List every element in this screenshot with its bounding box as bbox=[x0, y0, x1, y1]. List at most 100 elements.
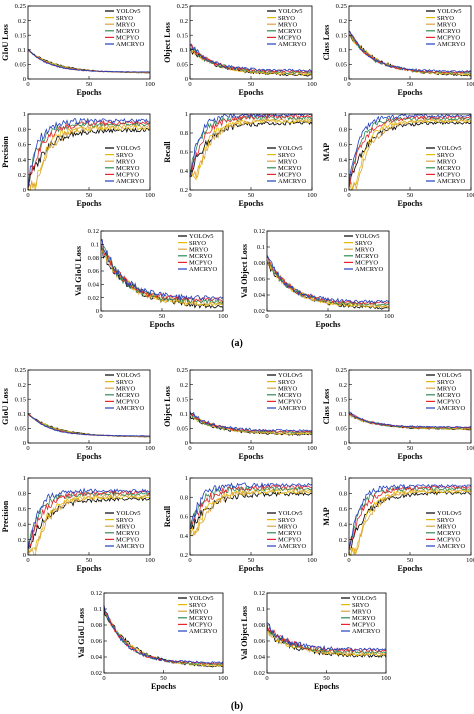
legend-label-amcryo: AMCRYO bbox=[116, 405, 144, 412]
series-line-mcryo bbox=[27, 121, 151, 188]
x-tick-label: 0 bbox=[188, 81, 191, 88]
y-tick-label: 0.08 bbox=[254, 260, 265, 267]
x-tick-label: 100 bbox=[384, 313, 394, 320]
x-tick-label: 0 bbox=[26, 445, 29, 452]
y-tick-label: 0.6 bbox=[18, 506, 27, 513]
series-line-yolov5 bbox=[189, 491, 313, 530]
y-axis-label: Precision bbox=[1, 136, 10, 168]
legend-label-mcpyo: MCPYO bbox=[116, 172, 139, 179]
legend-label-mryo: MRYO bbox=[116, 21, 135, 28]
y-tick-label: 0.1 bbox=[257, 606, 265, 613]
y-tick-label: 0.04 bbox=[88, 282, 100, 289]
series-line-amcryo bbox=[189, 410, 313, 432]
x-tick-label: 100 bbox=[218, 313, 228, 320]
x-tick-label: 100 bbox=[466, 557, 474, 564]
x-axis-label: Epochs bbox=[239, 452, 264, 461]
y-tick-label: 1 bbox=[185, 111, 188, 118]
y-tick-label: 0 bbox=[344, 552, 347, 559]
y-axis-label: GIoU Loss bbox=[1, 24, 10, 61]
series-line-amcryo bbox=[27, 49, 151, 73]
legend-label-yolov5: YOLOv5 bbox=[116, 510, 141, 517]
x-tick-label: 50 bbox=[248, 192, 255, 199]
y-axis-label: MAP bbox=[322, 143, 331, 161]
y-tick-label: 0.2 bbox=[180, 382, 188, 389]
x-tick-label: 100 bbox=[466, 81, 474, 88]
series-line-sryo bbox=[266, 628, 387, 657]
y-tick-label: 0.2 bbox=[339, 172, 347, 179]
legend-label-amcryo: AMCRYO bbox=[437, 405, 465, 412]
x-tick-label: 50 bbox=[159, 313, 166, 320]
legend-label-mcryo: MCRYO bbox=[116, 530, 140, 537]
y-tick-label: 0.8 bbox=[18, 126, 26, 133]
y-tick-label: 0.2 bbox=[339, 382, 347, 389]
y-tick-label: 0.02 bbox=[91, 670, 102, 677]
series-line-mcpyo bbox=[266, 624, 387, 653]
series-line-amcryo bbox=[266, 254, 390, 304]
legend-label-yolov5: YOLOv5 bbox=[116, 145, 141, 152]
series-line-mryo bbox=[27, 123, 151, 189]
y-tick-label: 0.05 bbox=[15, 62, 26, 69]
y-tick-label: 1 bbox=[23, 475, 26, 482]
legend-label-mryo: MRYO bbox=[189, 608, 208, 615]
y-tick-label: 0.1 bbox=[180, 47, 188, 54]
y-tick-label: 0.02 bbox=[254, 308, 265, 315]
legend-label-amcryo: AMCRYO bbox=[278, 405, 306, 412]
chart-b3: 0 0.05 0.1 0.15 0.2 0.25 0 50 100 Epochs Class Los… bbox=[322, 367, 474, 461]
legend-label-sryo: SRYO bbox=[437, 379, 454, 386]
y-tick-label: 0.02 bbox=[88, 295, 99, 302]
legend-label-mcpyo: MCPYO bbox=[116, 537, 139, 544]
x-tick-label: 50 bbox=[248, 445, 255, 452]
legend-label-yolov5: YOLOv5 bbox=[116, 8, 141, 15]
x-axis-label: Epochs bbox=[239, 199, 264, 208]
x-tick-label: 50 bbox=[407, 557, 414, 564]
series-line-mcryo bbox=[27, 491, 151, 550]
chart-a3: 0 0.05 0.1 0.15 0.2 0.25 0 50 100 Epochs Class Los… bbox=[322, 3, 474, 97]
series-line-mcryo bbox=[189, 47, 313, 74]
legend-label-sryo: SRYO bbox=[116, 152, 133, 159]
x-axis-label: Epochs bbox=[314, 682, 339, 691]
series-line-sryo bbox=[189, 489, 313, 537]
legend-label-yolov5: YOLOv5 bbox=[278, 145, 303, 152]
series-line-amcryo bbox=[189, 482, 313, 529]
y-tick-label: 0.15 bbox=[15, 396, 26, 403]
chart-a6: 00.20.40.60.81050100EpochsMAPYOLOv5SRYOM… bbox=[322, 111, 474, 208]
y-tick-label: 0.6 bbox=[339, 142, 348, 149]
legend-label-mcpyo: MCPYO bbox=[278, 537, 301, 544]
y-tick-label: 0.2 bbox=[18, 18, 26, 25]
y-axis-label: Recall bbox=[163, 141, 172, 163]
legend-label-yolov5: YOLOv5 bbox=[352, 595, 377, 602]
y-tick-label: 0.6 bbox=[180, 514, 189, 521]
x-tick-label: 0 bbox=[188, 445, 191, 452]
y-tick-label: 0.8 bbox=[339, 126, 347, 133]
y-tick-label: 0.1 bbox=[339, 411, 347, 418]
y-tick-label: 0.1 bbox=[91, 242, 99, 249]
legend-label-mcpyo: MCPYO bbox=[278, 399, 301, 406]
x-axis-label: Epochs bbox=[77, 199, 102, 208]
x-tick-label: 100 bbox=[145, 81, 155, 88]
legend-label-mcryo: MCRYO bbox=[437, 28, 461, 35]
legend-label-mcryo: MCRYO bbox=[278, 28, 302, 35]
series-line-amcryo bbox=[27, 412, 151, 437]
series-line-amcryo bbox=[348, 113, 472, 187]
y-tick-label: 0.4 bbox=[18, 157, 27, 164]
y-tick-label: 1 bbox=[185, 475, 188, 482]
y-tick-label: 0.4 bbox=[339, 521, 348, 528]
y-tick-label: 0 bbox=[344, 76, 347, 83]
legend-label-sryo: SRYO bbox=[116, 15, 133, 22]
y-tick-label: 0 bbox=[23, 76, 26, 83]
legend-label-mcpyo: MCPYO bbox=[189, 260, 212, 267]
legend-label-mcryo: MCRYO bbox=[189, 615, 213, 622]
y-tick-label: 0.2 bbox=[180, 187, 188, 194]
y-tick-label: 0 bbox=[23, 552, 26, 559]
x-tick-label: 50 bbox=[86, 81, 93, 88]
series-line-mryo bbox=[189, 488, 313, 537]
y-axis-label: Val GIoU Loss bbox=[74, 246, 83, 296]
chart-a7: 0 0.02 0.04 0.06 0.08 0.1 0.12 0 50 100 Epochs Val … bbox=[74, 228, 228, 329]
x-tick-label: 0 bbox=[188, 192, 191, 199]
legend-label-mcryo: MCRYO bbox=[116, 165, 140, 172]
x-tick-label: 0 bbox=[26, 81, 29, 88]
y-tick-label: 0 bbox=[23, 187, 26, 194]
series-line-mryo bbox=[348, 488, 471, 555]
legend-label-mcpyo: MCPYO bbox=[189, 622, 212, 629]
